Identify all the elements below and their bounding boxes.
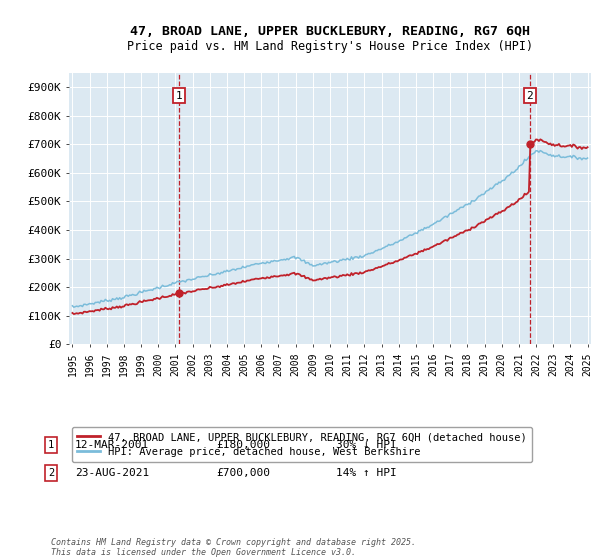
Text: 2: 2 xyxy=(48,468,54,478)
Text: 1: 1 xyxy=(176,91,182,101)
Legend: 47, BROAD LANE, UPPER BUCKLEBURY, READING, RG7 6QH (detached house), HPI: Averag: 47, BROAD LANE, UPPER BUCKLEBURY, READIN… xyxy=(71,427,532,462)
Text: 14% ↑ HPI: 14% ↑ HPI xyxy=(336,468,397,478)
Text: 2: 2 xyxy=(526,91,533,101)
Text: Contains HM Land Registry data © Crown copyright and database right 2025.
This d: Contains HM Land Registry data © Crown c… xyxy=(51,538,416,557)
Text: 47, BROAD LANE, UPPER BUCKLEBURY, READING, RG7 6QH: 47, BROAD LANE, UPPER BUCKLEBURY, READIN… xyxy=(130,25,530,38)
Text: 12-MAR-2001: 12-MAR-2001 xyxy=(75,440,149,450)
Text: £700,000: £700,000 xyxy=(216,468,270,478)
Text: 1: 1 xyxy=(48,440,54,450)
Text: 30% ↓ HPI: 30% ↓ HPI xyxy=(336,440,397,450)
Text: Price paid vs. HM Land Registry's House Price Index (HPI): Price paid vs. HM Land Registry's House … xyxy=(127,40,533,53)
Text: 23-AUG-2021: 23-AUG-2021 xyxy=(75,468,149,478)
Text: £180,000: £180,000 xyxy=(216,440,270,450)
